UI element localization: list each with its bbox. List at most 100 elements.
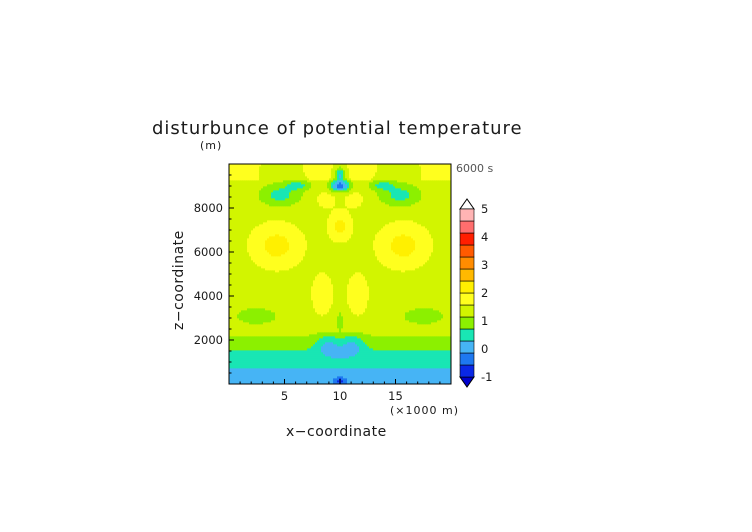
heatmap-cell [427,304,430,307]
heatmap-cell [285,296,288,299]
heatmap-cell [239,302,242,305]
heatmap-cell [309,308,312,311]
heatmap-cell [251,374,254,377]
heatmap-cell [381,348,384,351]
heatmap-cell [313,378,316,381]
heatmap-cell [351,328,354,331]
heatmap-cell [297,310,300,313]
heatmap-cell [441,330,444,333]
heatmap-cell [229,326,232,329]
heatmap-cell [435,314,438,317]
heatmap-cell [291,344,294,347]
heatmap-cell [415,316,418,319]
heatmap-cell [393,362,396,365]
heatmap-cell [347,322,350,325]
heatmap-cell [443,304,446,307]
heatmap-cell [407,350,410,353]
heatmap-cell [297,378,300,381]
heatmap-cell [365,372,368,375]
heatmap-cell [395,374,398,377]
heatmap-cell [331,340,334,343]
heatmap-cell [337,332,340,335]
heatmap-cell [419,370,422,373]
heatmap-cell [245,332,248,335]
heatmap-cell [287,336,290,339]
heatmap-cell [375,314,378,317]
heatmap-cell [317,300,320,303]
heatmap-cell [399,298,402,301]
heatmap-cell [303,372,306,375]
heatmap-cell [369,302,372,305]
heatmap-cell [389,334,392,337]
heatmap-cell [361,380,364,383]
heatmap-cell [435,374,438,377]
heatmap-cell [297,368,300,371]
heatmap-cell [315,360,318,363]
heatmap-cell [419,320,422,323]
heatmap-cell [255,358,258,361]
heatmap-cell [427,298,430,301]
heatmap-cell [411,318,414,321]
heatmap-cell [275,364,278,367]
heatmap-cell [301,362,304,365]
heatmap-cell [405,346,408,349]
heatmap-cell [233,328,236,331]
heatmap-cell [355,378,358,381]
heatmap-cell [405,320,408,323]
heatmap-cell [341,296,344,299]
heatmap-cell [331,310,334,313]
heatmap-cell [331,326,334,329]
heatmap-cell [401,380,404,383]
heatmap-cell [355,346,358,349]
heatmap-cell [277,298,280,301]
heatmap-cell [305,316,308,319]
heatmap-cell [239,376,242,379]
heatmap-cell [311,344,314,347]
heatmap-cell [345,320,348,323]
heatmap-cell [255,322,258,325]
heatmap-cell [285,314,288,317]
heatmap-cell [303,380,306,383]
heatmap-cell [369,338,372,341]
heatmap-cell [285,352,288,355]
heatmap-cell [261,322,264,325]
heatmap-cell [245,314,248,317]
heatmap-cell [273,376,276,379]
heatmap-cell [247,378,250,381]
heatmap-cell [315,306,318,309]
heatmap-cell [293,320,296,323]
heatmap-cell [263,322,266,325]
heatmap-cell [383,356,386,359]
heatmap-cell [445,300,448,303]
heatmap-cell [265,356,268,359]
heatmap-cell [383,294,386,297]
heatmap-cell [245,300,248,303]
heatmap-cell [269,352,272,355]
heatmap-cell [319,358,322,361]
heatmap-cell [433,314,436,317]
heatmap-cell [303,310,306,313]
heatmap-cell [335,308,338,311]
heatmap-cell [381,294,384,297]
heatmap-cell [325,344,328,347]
heatmap-cell [291,364,294,367]
heatmap-cell [409,358,412,361]
heatmap-cell [391,376,394,379]
heatmap-cell [437,306,440,309]
heatmap-cell [291,294,294,297]
heatmap-cell [265,340,268,343]
heatmap-cell [397,372,400,375]
heatmap-cell [357,308,360,311]
heatmap-cell [449,304,452,307]
heatmap-cell [445,308,448,311]
heatmap-cell [263,360,266,363]
heatmap-cell [347,314,350,317]
heatmap-cell [265,298,268,301]
heatmap-cell [279,296,282,299]
heatmap-cell [445,368,448,371]
heatmap-cell [279,330,282,333]
heatmap-cell [417,368,420,371]
heatmap-cell [273,328,276,331]
heatmap-cell [303,294,306,297]
heatmap-cell [435,358,438,361]
